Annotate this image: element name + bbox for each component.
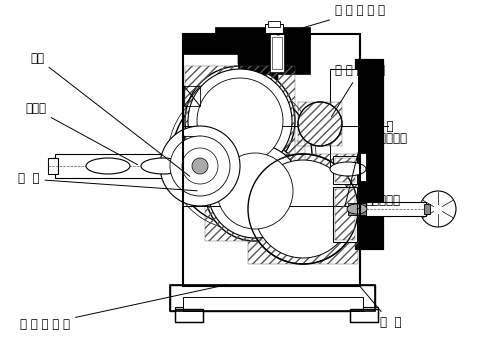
- Circle shape: [188, 69, 292, 173]
- Ellipse shape: [330, 162, 366, 176]
- Circle shape: [170, 136, 230, 196]
- Circle shape: [182, 148, 218, 184]
- Bar: [335, 158, 355, 182]
- Circle shape: [208, 144, 302, 238]
- Bar: [335, 189, 355, 240]
- Text: 二 级 大 齿 轮: 二 级 大 齿 轮: [278, 4, 385, 35]
- Circle shape: [217, 153, 293, 229]
- Circle shape: [160, 126, 240, 206]
- Text: 一级大齿轮: 一级大齿轮: [357, 195, 400, 209]
- Bar: [350, 307, 378, 322]
- Bar: [270, 34, 284, 72]
- Bar: [183, 150, 198, 182]
- Text: 机  座: 机 座: [360, 286, 402, 330]
- Text: 一 级 小 齿 轮: 一 级 小 齿 轮: [332, 64, 385, 117]
- Circle shape: [197, 78, 283, 164]
- Bar: [355, 59, 383, 249]
- Circle shape: [248, 154, 358, 264]
- Text: 油封: 油封: [30, 52, 190, 176]
- Bar: [205, 141, 305, 241]
- Bar: [333, 187, 357, 242]
- Text: 输 入 轴: 输 入 轴: [365, 120, 394, 134]
- Circle shape: [185, 66, 295, 176]
- Bar: [48, 158, 58, 174]
- Ellipse shape: [141, 158, 185, 174]
- Polygon shape: [238, 34, 310, 74]
- Bar: [183, 34, 360, 286]
- Text: 轴  承: 轴 承: [18, 173, 197, 191]
- Circle shape: [254, 160, 352, 258]
- Bar: [55, 154, 195, 178]
- Polygon shape: [238, 34, 278, 89]
- Circle shape: [205, 141, 305, 241]
- Bar: [184, 136, 200, 156]
- Bar: [248, 154, 358, 264]
- Bar: [272, 37, 282, 69]
- Bar: [358, 153, 366, 181]
- Text: 输出轴: 输出轴: [25, 102, 138, 165]
- Circle shape: [172, 86, 312, 226]
- Bar: [183, 34, 360, 286]
- Polygon shape: [183, 34, 238, 54]
- Circle shape: [188, 69, 292, 173]
- Bar: [350, 309, 378, 322]
- Circle shape: [298, 102, 342, 146]
- Bar: [268, 21, 280, 27]
- Ellipse shape: [86, 158, 130, 174]
- Bar: [366, 202, 426, 216]
- Bar: [185, 66, 295, 176]
- Bar: [215, 27, 310, 39]
- Ellipse shape: [347, 204, 367, 214]
- Text: 二 级 齿 轮 轴: 二 级 齿 轮 轴: [20, 284, 228, 331]
- Text: （或电机轴）: （或电机轴）: [365, 133, 407, 145]
- Bar: [330, 69, 358, 239]
- Bar: [175, 307, 203, 322]
- Circle shape: [193, 74, 287, 168]
- Bar: [348, 203, 366, 215]
- Bar: [265, 24, 283, 34]
- Bar: [170, 285, 375, 311]
- Bar: [170, 285, 375, 311]
- Bar: [333, 156, 357, 184]
- Bar: [183, 297, 363, 311]
- Circle shape: [192, 158, 208, 174]
- Bar: [298, 102, 342, 146]
- Bar: [355, 59, 383, 249]
- Bar: [424, 204, 430, 214]
- Bar: [184, 86, 200, 106]
- Bar: [175, 309, 203, 322]
